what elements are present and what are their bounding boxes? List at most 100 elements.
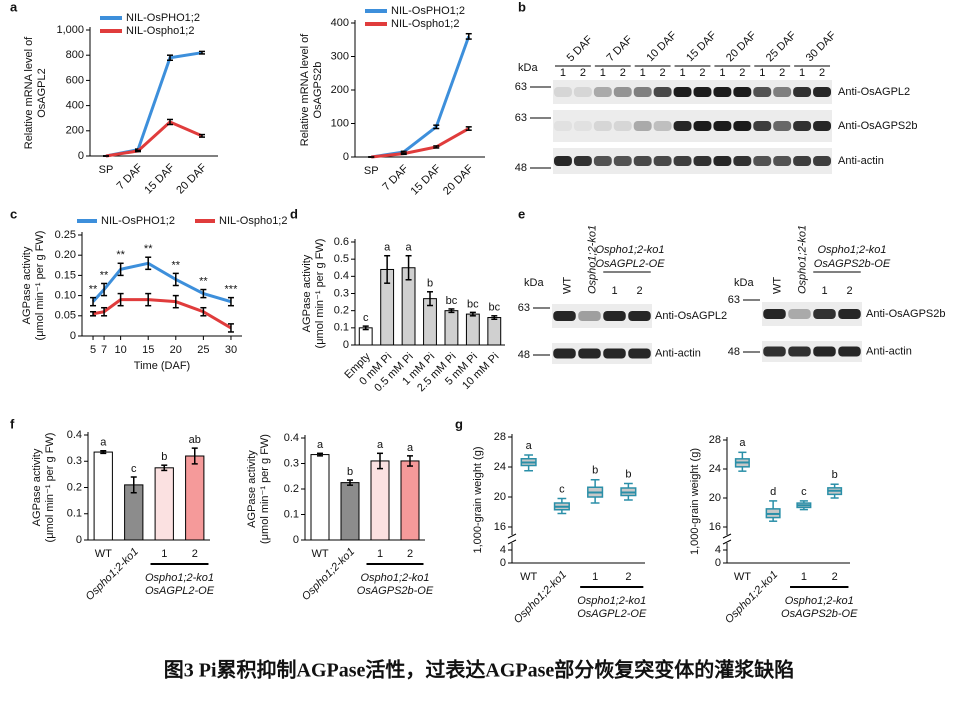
- y-tick-label: 16: [494, 521, 506, 533]
- y-tick-label: 4: [500, 544, 506, 556]
- x-tick-label: 15: [142, 344, 154, 356]
- lane-header: Ospho1;2-ko1: [796, 225, 808, 294]
- bar: [400, 460, 420, 541]
- y-axis-label: 1,000-grain weight (g): [472, 446, 484, 553]
- y-axis-label: OsAGPL2: [36, 68, 48, 118]
- blot-band: [753, 121, 772, 131]
- marker-label: 63: [515, 112, 527, 124]
- y-tick-label: 0.2: [284, 483, 299, 495]
- y-tick-label: 16: [709, 521, 721, 533]
- lane-number: 2: [636, 285, 642, 297]
- group-label: Ospho1;2-ko1: [785, 595, 854, 607]
- y-tick-label: 24: [494, 461, 506, 473]
- blot-band: [813, 87, 832, 97]
- y-tick-label: 0.4: [284, 432, 299, 444]
- y-axis-label: Relative mRNA level of: [23, 36, 35, 149]
- lane-number: 1: [560, 67, 566, 79]
- x-tick-label: 20: [170, 344, 182, 356]
- x-tick-label: 2: [192, 548, 198, 560]
- y-tick-label: 0: [293, 534, 299, 546]
- y-tick-label: 0.25: [55, 229, 76, 241]
- blot-band: [553, 348, 576, 359]
- lane-header: 30 DAF: [804, 29, 839, 64]
- y-axis-label: (μmol min⁻¹ per g FW): [44, 433, 56, 543]
- lane-header: 10 DAF: [644, 29, 679, 64]
- blot-band: [713, 156, 732, 166]
- blot-band: [578, 311, 601, 321]
- blot-band: [753, 87, 772, 97]
- blot-label: Anti-OsAGPL2: [838, 86, 910, 98]
- lane-header: WT: [561, 277, 573, 294]
- significance-letter: b: [832, 469, 838, 481]
- bar: [93, 451, 113, 541]
- y-axis-label: (μmol min⁻¹ per g FW): [314, 239, 326, 349]
- blot-band: [603, 348, 626, 359]
- significance-letter: c: [363, 312, 369, 324]
- blot-band: [628, 348, 651, 359]
- x-tick-label: WT: [311, 548, 328, 560]
- blot-band: [838, 346, 861, 357]
- y-tick-label: 0.3: [334, 287, 349, 299]
- blot-band: [773, 87, 792, 97]
- group-header: Ospho1;2-ko1: [595, 244, 664, 256]
- x-tick-label: WT: [734, 571, 751, 583]
- blot-label: Anti-OsAGPS2b: [838, 120, 917, 132]
- blot-band: [653, 156, 672, 166]
- y-tick-label: 0.3: [67, 455, 82, 467]
- significance-letter: a: [406, 242, 413, 254]
- lane-number: 2: [739, 67, 745, 79]
- y-tick-label: 0: [343, 339, 349, 351]
- blot-band: [788, 309, 811, 319]
- lane-number: 2: [620, 67, 626, 79]
- bar: [444, 310, 459, 346]
- y-tick-label: 4: [715, 544, 721, 556]
- significance: ***: [225, 284, 239, 296]
- marker-label: 63: [728, 294, 740, 306]
- legend-label: NIL-OsPHO1;2: [391, 5, 465, 17]
- bar: [154, 467, 174, 541]
- blot-band: [838, 309, 861, 319]
- blot-band: [763, 309, 786, 319]
- blot-band: [813, 309, 836, 319]
- lane-header: 5 DAF: [565, 33, 596, 64]
- y-tick-label: 1,000: [56, 24, 84, 36]
- significance: **: [100, 269, 109, 281]
- blot-membrane: [552, 343, 652, 364]
- lane-number: 1: [821, 285, 827, 297]
- y-tick-label: 0: [78, 150, 84, 162]
- series-line: [92, 298, 232, 330]
- x-tick-label: 20 DAF: [441, 162, 476, 197]
- caption: 图3 Pi累积抑制AGPase活性，过表达AGPase部分恢复突变体的灌浆缺陷: [164, 658, 795, 682]
- series-line: [371, 127, 470, 159]
- group-header: OsAGPL2-OE: [595, 258, 665, 270]
- y-tick-label: 400: [66, 100, 84, 112]
- significance-letter: a: [526, 440, 533, 452]
- lane-number: 2: [846, 285, 852, 297]
- blot-label: Anti-OsAGPS2b: [866, 308, 945, 320]
- blot-band: [573, 87, 592, 97]
- blot-band: [573, 156, 592, 166]
- legend-label: NIL-Ospho1;2: [219, 215, 287, 227]
- y-tick-label: 0: [76, 534, 82, 546]
- y-tick-label: 0: [70, 330, 76, 342]
- y-tick-label: 0.4: [334, 270, 349, 282]
- bar: [185, 455, 205, 541]
- blot-label: Anti-actin: [838, 155, 884, 167]
- legend-label: NIL-Ospho1;2: [391, 18, 459, 30]
- blot-band: [633, 121, 652, 131]
- lane-number: 1: [759, 67, 765, 79]
- x-axis-label: Time (DAF): [134, 360, 190, 372]
- x-tick-label: 20 DAF: [174, 161, 209, 196]
- y-tick-label: 0.1: [284, 508, 299, 520]
- lane-number: 1: [679, 67, 685, 79]
- panel-letter: c: [10, 206, 17, 221]
- y-tick-label: 0.3: [284, 457, 299, 469]
- blot-band: [693, 121, 712, 131]
- y-axis-label: AGPase activity: [31, 448, 43, 526]
- y-tick-label: 0.6: [334, 236, 349, 248]
- panel-letter: f: [10, 416, 15, 431]
- kda-label: kDa: [524, 277, 544, 289]
- significance-letter: a: [377, 439, 384, 451]
- y-tick-label: 400: [331, 17, 349, 29]
